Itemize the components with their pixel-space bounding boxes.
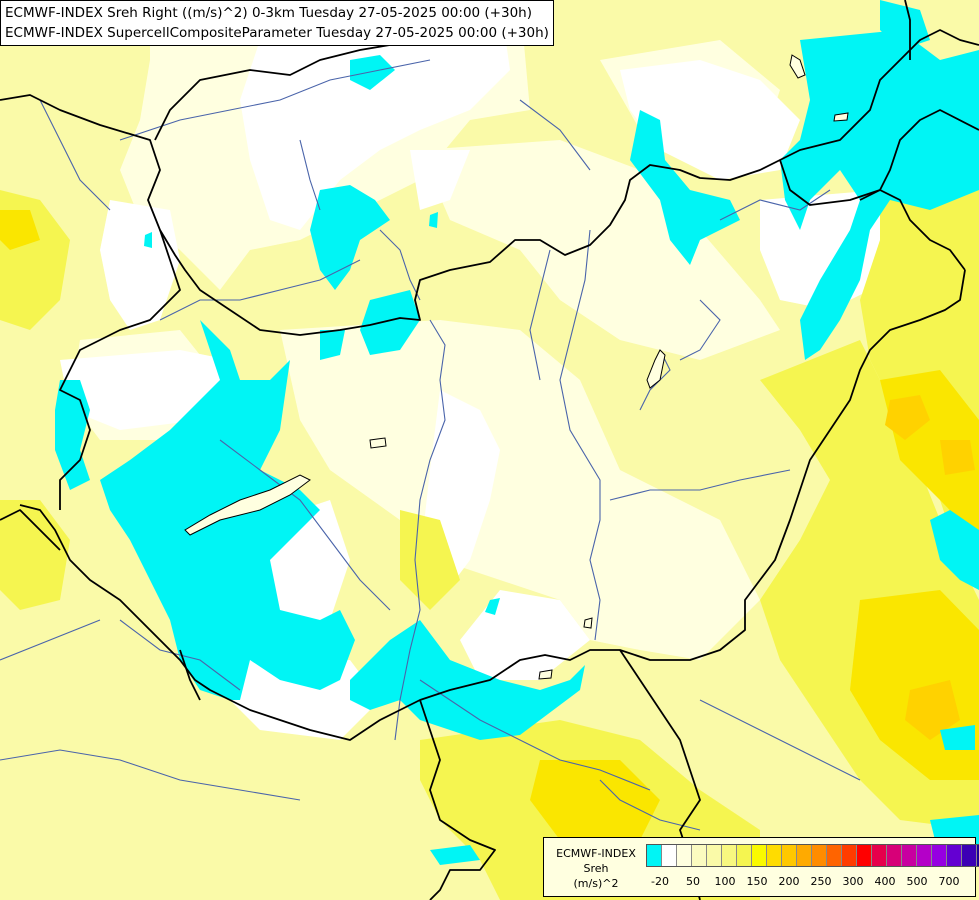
legend-swatch [737,845,752,866]
legend-swatch [857,845,872,866]
legend-title-line-1: ECMWF-INDEX [556,847,636,860]
legend-swatch [812,845,827,866]
legend-swatches [646,844,979,867]
rivers [0,59,861,831]
lakes [184,54,849,680]
legend-swatch [662,845,677,866]
legend-tick-label: 400 [874,875,896,888]
legend-swatch [977,845,979,866]
legend-swatch [767,845,782,866]
legend-title: ECMWF-INDEX Sreh (m/s)^2 [548,846,644,891]
map-title-box: ECMWF-INDEX Sreh Right ((m/s)^2) 0-3km T… [0,0,554,46]
legend-tick-label: 500 [906,875,928,888]
legend-swatch [902,845,917,866]
legend-swatch [647,845,662,866]
legend-swatch [752,845,767,866]
legend-swatch [872,845,887,866]
legend-title-line-2: Sreh [583,862,609,875]
legend-swatch [962,845,977,866]
legend-swatch [782,845,797,866]
legend-swatch [722,845,737,866]
legend-tick-label: 50 [686,875,700,888]
map-title-line-2: ECMWF-INDEX SupercellCompositeParameter … [5,25,549,41]
legend-swatch [677,845,692,866]
orange-areas [885,395,975,740]
legend-ticks: -20 50 100 150 200 250 300 400 500 700 [646,875,976,889]
color-legend: ECMWF-INDEX Sreh (m/s)^2 -20 50 100 150 200 2… [543,837,979,897]
legend-swatch [707,845,722,866]
legend-tick-label: 700 [938,875,960,888]
legend-tick-label: 150 [746,875,768,888]
legend-swatch [887,845,902,866]
legend-swatch [692,845,707,866]
legend-tick-label: 200 [778,875,800,888]
legend-swatch [947,845,962,866]
legend-tick-label: 300 [842,875,864,888]
legend-swatch [842,845,857,866]
legend-tick-label: 250 [810,875,832,888]
legend-swatch [932,845,947,866]
legend-swatch [797,845,812,866]
legend-tick-label: 100 [714,875,736,888]
legend-tick-label: -20 [651,875,669,888]
white-areas [60,0,910,740]
legend-swatch [917,845,932,866]
legend-title-line-3: (m/s)^2 [573,877,619,890]
legend-swatch [827,845,842,866]
map-title-line-1: ECMWF-INDEX Sreh Right ((m/s)^2) 0-3km T… [5,5,532,21]
